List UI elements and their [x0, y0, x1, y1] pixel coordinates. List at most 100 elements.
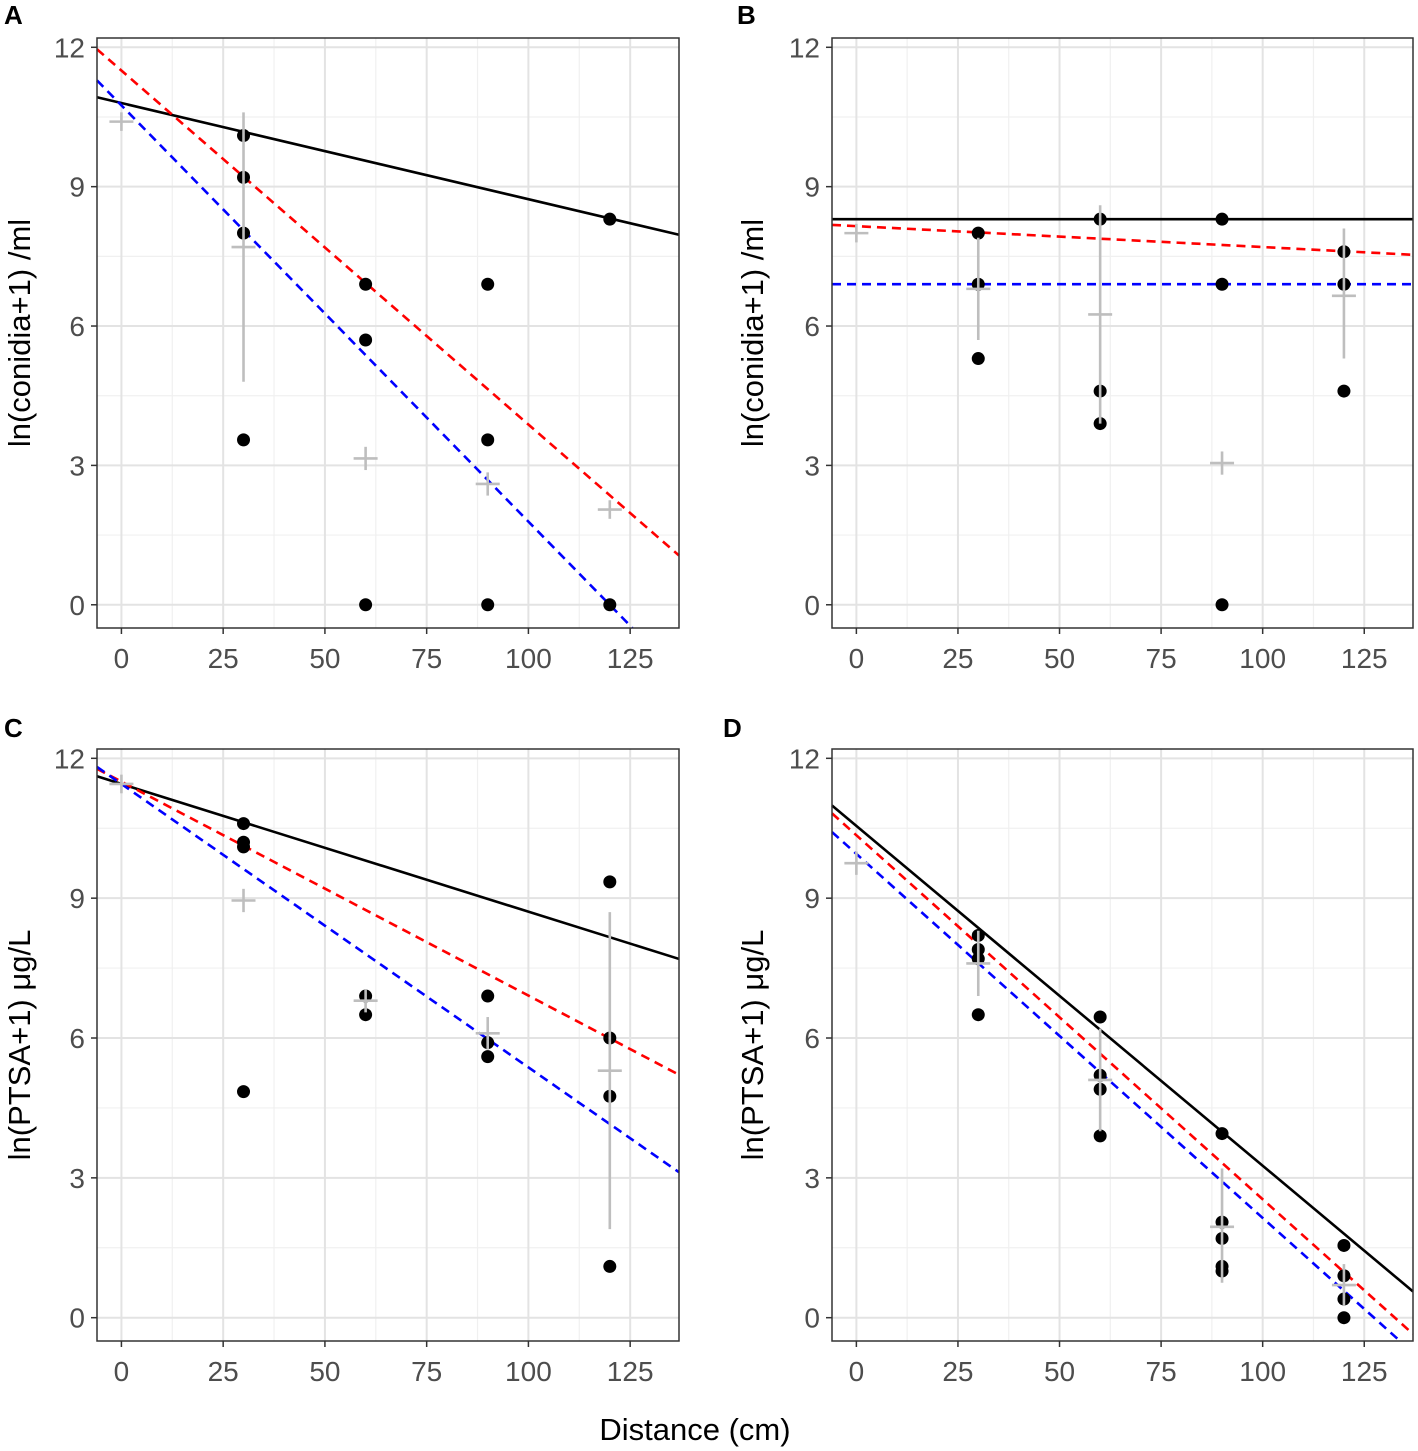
x-tick-label: 125 — [607, 643, 654, 674]
y-tick-label: 9 — [804, 883, 820, 914]
mean-markers — [109, 112, 622, 519]
regression-line-blue-dashed — [96, 79, 634, 629]
y-tick-label: 3 — [69, 1163, 85, 1194]
x-tick-label: 75 — [1146, 1356, 1177, 1387]
data-point — [237, 817, 251, 831]
y-tick-label: 3 — [804, 450, 820, 481]
y-tick-label: 0 — [69, 1303, 85, 1334]
axis-ticks: 0 25 50 75 100 125 0 3 6 9 12 — [789, 743, 1388, 1387]
x-tick-label: 0 — [114, 1356, 130, 1387]
data-point — [1215, 598, 1229, 612]
x-tick-label: 125 — [607, 1356, 654, 1387]
data-point — [481, 277, 495, 291]
y-tick-label: 6 — [804, 1023, 820, 1054]
regression-line-blue-dashed — [96, 765, 680, 1174]
grid — [97, 38, 679, 628]
y-tick-label: 6 — [804, 311, 820, 342]
mean-markers — [844, 851, 1356, 1307]
plot-border — [96, 748, 680, 1342]
x-tick-label: 50 — [1044, 643, 1075, 674]
mean-markers — [109, 774, 622, 1230]
y-tick-label: 12 — [789, 32, 820, 63]
x-tick-label: 100 — [505, 1356, 552, 1387]
data-point — [359, 277, 373, 291]
axis-ticks: 0 25 50 75 100 125 0 3 6 9 12 — [789, 32, 1388, 674]
y-axis-title: ln(conidia+1) /ml — [735, 219, 770, 447]
panel-letter: C — [4, 713, 23, 743]
data-point — [359, 333, 373, 347]
regression-line-red-dashed — [96, 767, 680, 1076]
plot-border — [831, 748, 1414, 1342]
y-tick-label: 12 — [54, 32, 85, 63]
x-tick-label: 125 — [1341, 1356, 1388, 1387]
data-point — [481, 433, 495, 447]
data-point — [1337, 1238, 1351, 1252]
axis-ticks: 0 25 50 75 100 125 0 3 6 9 12 — [54, 32, 654, 674]
y-tick-label: 0 — [804, 1303, 820, 1334]
regression-lines — [96, 765, 680, 1174]
y-tick-label: 0 — [69, 590, 85, 621]
panel-b: B 0 25 50 75 100 125 0 3 6 9 12 ln(conidia+1) /ml — [735, 0, 1414, 674]
x-tick-label: 125 — [1341, 643, 1388, 674]
y-tick-label: 6 — [69, 311, 85, 342]
data-point — [1215, 1127, 1229, 1141]
data-points — [971, 212, 1351, 612]
data-point — [603, 1259, 617, 1273]
data-point — [971, 352, 985, 366]
panel-a: A 0 25 50 75 100 125 0 3 6 9 12 ln(conidia+1) /ml — [2, 0, 680, 674]
x-tick-label: 50 — [1044, 1356, 1075, 1387]
data-point — [237, 433, 251, 447]
data-point — [481, 989, 495, 1003]
x-tick-label: 25 — [942, 1356, 973, 1387]
y-tick-label: 12 — [54, 743, 85, 774]
y-axis-title: ln(PTSA+1) μg/L — [2, 930, 37, 1161]
data-point — [1093, 1129, 1107, 1143]
regression-lines — [831, 804, 1414, 1342]
data-point — [359, 1008, 373, 1022]
plot-border — [831, 37, 1414, 629]
regression-line-red-dashed — [96, 48, 680, 557]
panel-c: C 0 25 50 75 100 125 0 3 6 9 12 ln(PTSA+1) μg/L — [2, 713, 680, 1387]
panel-letter: A — [4, 0, 23, 30]
y-tick-label: 9 — [804, 172, 820, 203]
x-tick-label: 100 — [505, 643, 552, 674]
regression-line-black-solid — [96, 775, 680, 961]
regression-lines — [96, 48, 680, 629]
panel-d: D 0 25 50 75 100 125 0 3 6 9 12 ln(PTSA+1) μg/L — [723, 713, 1414, 1387]
data-point — [359, 598, 373, 612]
data-point — [971, 226, 985, 240]
regression-line-red-dashed — [831, 812, 1414, 1335]
x-tick-label: 100 — [1239, 643, 1286, 674]
x-tick-label: 50 — [309, 1356, 340, 1387]
x-tick-label: 0 — [849, 1356, 865, 1387]
x-tick-label: 25 — [942, 643, 973, 674]
data-point — [603, 875, 617, 889]
grid — [832, 38, 1413, 628]
data-point — [603, 598, 617, 612]
mean-markers — [844, 205, 1356, 475]
x-axis-title: Distance (cm) — [599, 1412, 790, 1447]
regression-lines — [831, 217, 1414, 286]
y-tick-label: 9 — [69, 172, 85, 203]
y-tick-label: 6 — [69, 1023, 85, 1054]
x-tick-label: 75 — [411, 643, 442, 674]
x-tick-label: 75 — [1146, 643, 1177, 674]
data-point — [1337, 384, 1351, 398]
y-tick-label: 3 — [69, 450, 85, 481]
regression-line-red-dashed — [831, 223, 1414, 257]
x-tick-label: 100 — [1239, 1356, 1286, 1387]
x-tick-label: 25 — [208, 643, 239, 674]
panel-letter: D — [723, 713, 742, 743]
data-point — [603, 212, 617, 226]
y-tick-label: 3 — [804, 1163, 820, 1194]
y-tick-label: 9 — [69, 883, 85, 914]
x-tick-label: 0 — [114, 643, 130, 674]
data-point — [971, 1008, 985, 1022]
data-point — [1337, 1311, 1351, 1325]
data-points — [237, 129, 617, 612]
regression-line-blue-dashed — [831, 831, 1401, 1342]
x-tick-label: 50 — [309, 643, 340, 674]
data-point — [481, 598, 495, 612]
